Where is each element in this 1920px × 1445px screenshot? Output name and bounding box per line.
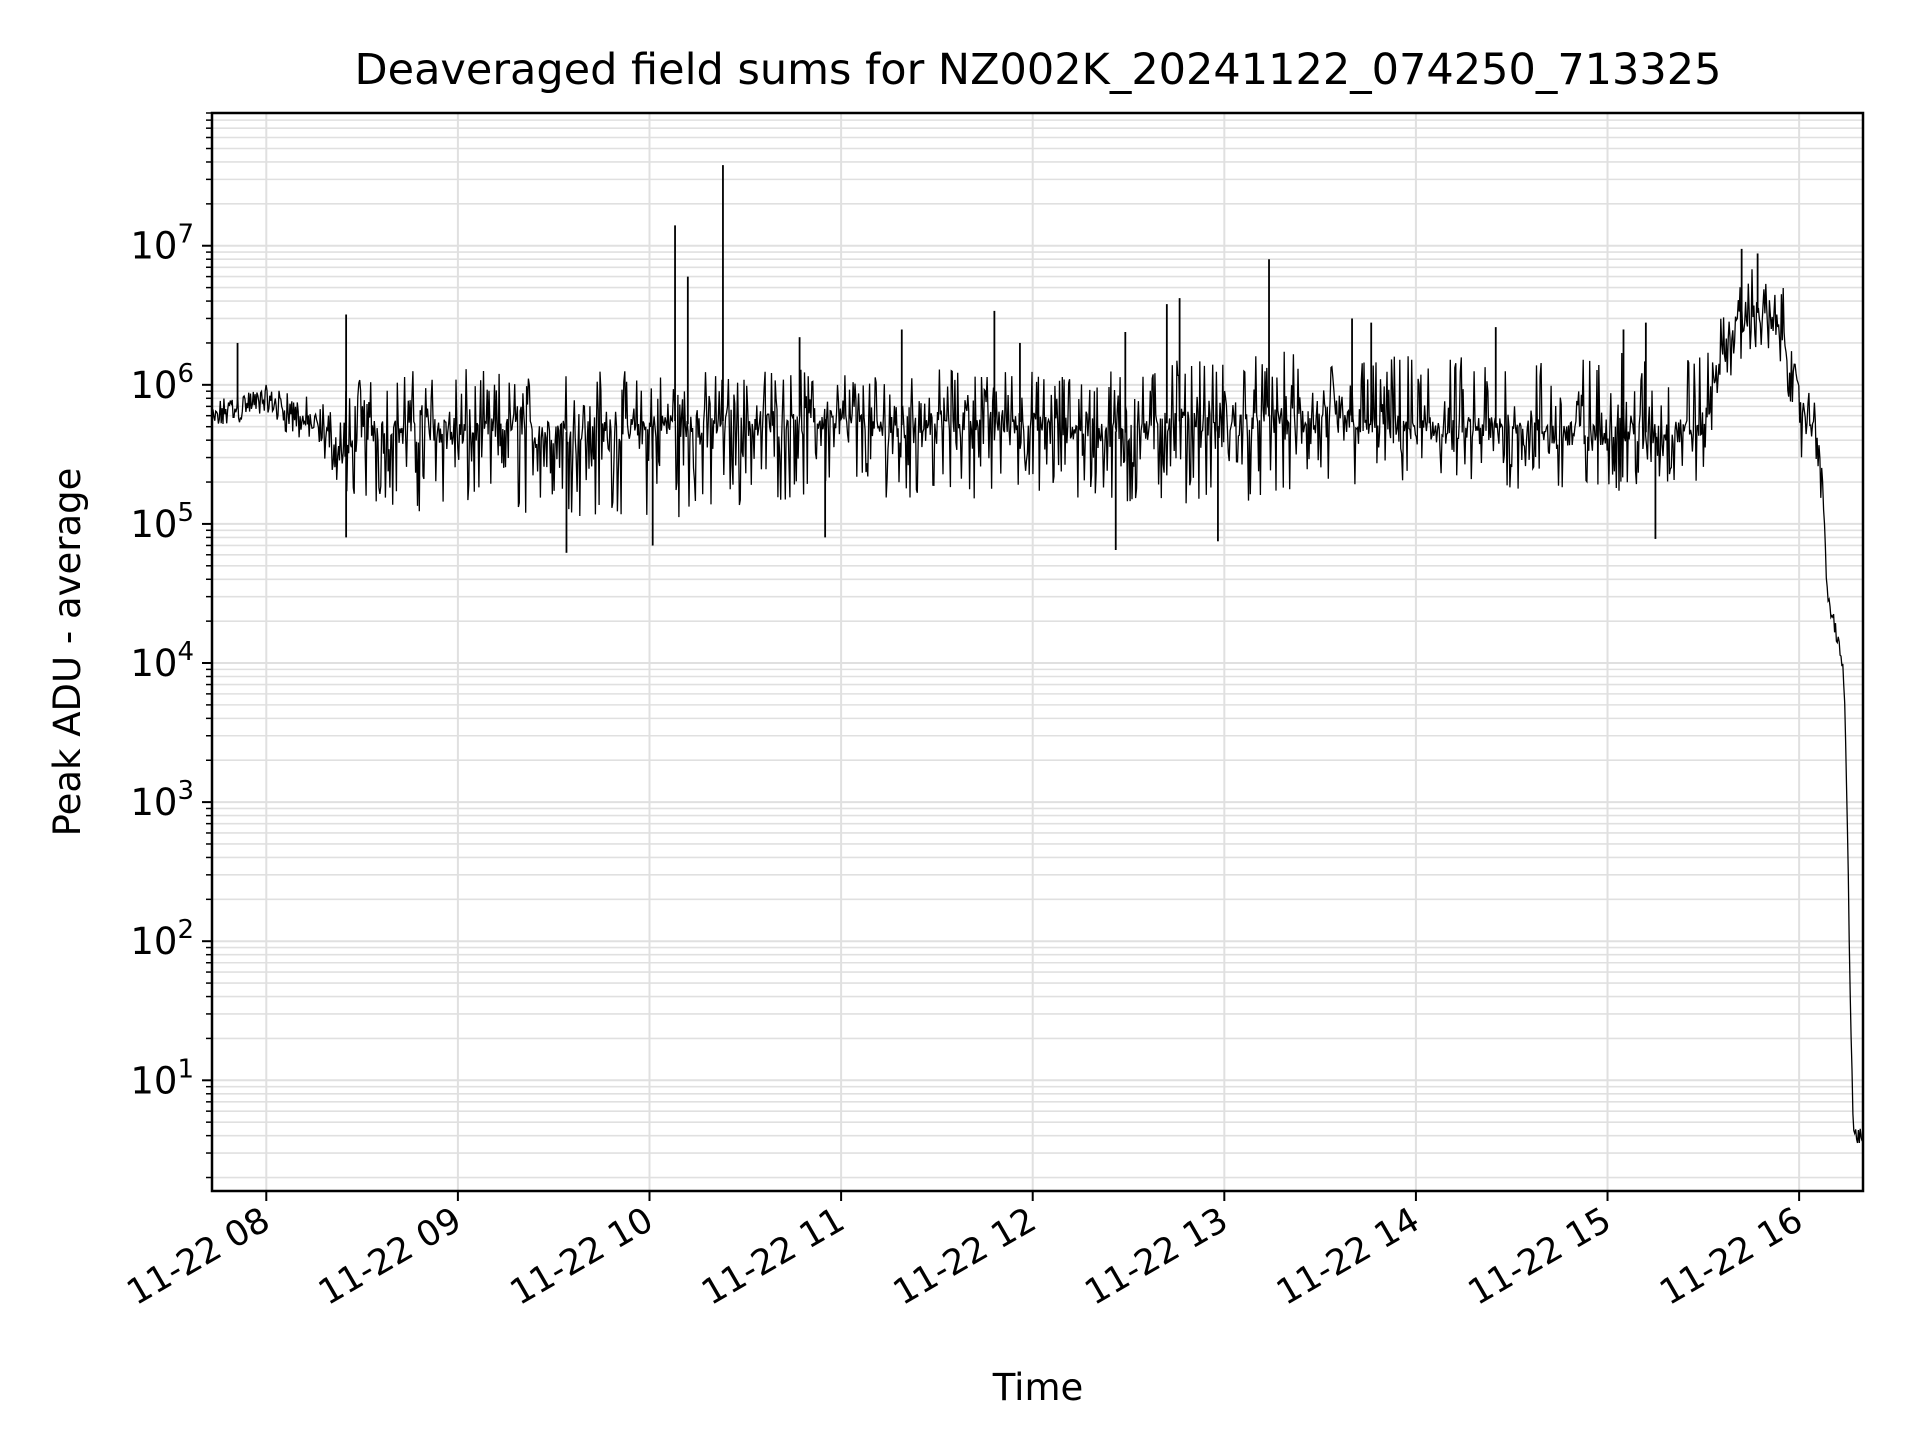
y-tick-base: 10 <box>130 225 177 268</box>
y-tick-label: 104 <box>130 637 194 685</box>
y-tick-label: 101 <box>130 1054 194 1102</box>
y-tick-base: 10 <box>130 1059 177 1102</box>
y-tick-base: 10 <box>130 503 177 546</box>
y-tick-label: 106 <box>130 359 194 407</box>
y-tick-label: 102 <box>130 915 194 963</box>
y-tick-label: 103 <box>130 776 194 824</box>
plot-frame <box>210 111 1865 1193</box>
chart-title: Deaveraged field sums for NZ002K_2024112… <box>355 45 1722 95</box>
grid-lines <box>212 112 1863 1191</box>
series-line <box>211 269 1864 1144</box>
y-axis-label: Peak ADU - average <box>46 468 89 837</box>
data-series <box>211 165 1864 1144</box>
y-tick-exponent: 3 <box>177 776 194 806</box>
y-tick-exponent: 4 <box>177 637 194 667</box>
y-tick-label: 105 <box>130 498 194 546</box>
y-tick-label: 107 <box>130 220 194 268</box>
y-tick-exponent: 2 <box>177 915 194 945</box>
y-tick-exponent: 5 <box>177 498 194 528</box>
y-tick-base: 10 <box>130 364 177 407</box>
y-tick-base: 10 <box>130 781 177 824</box>
y-tick-exponent: 1 <box>177 1054 194 1084</box>
y-tick-exponent: 6 <box>177 359 194 389</box>
y-tick-base: 10 <box>130 642 177 685</box>
y-tick-base: 10 <box>130 920 177 963</box>
y-tick-exponent: 7 <box>177 220 194 250</box>
x-axis-label: Time <box>992 1366 1084 1409</box>
